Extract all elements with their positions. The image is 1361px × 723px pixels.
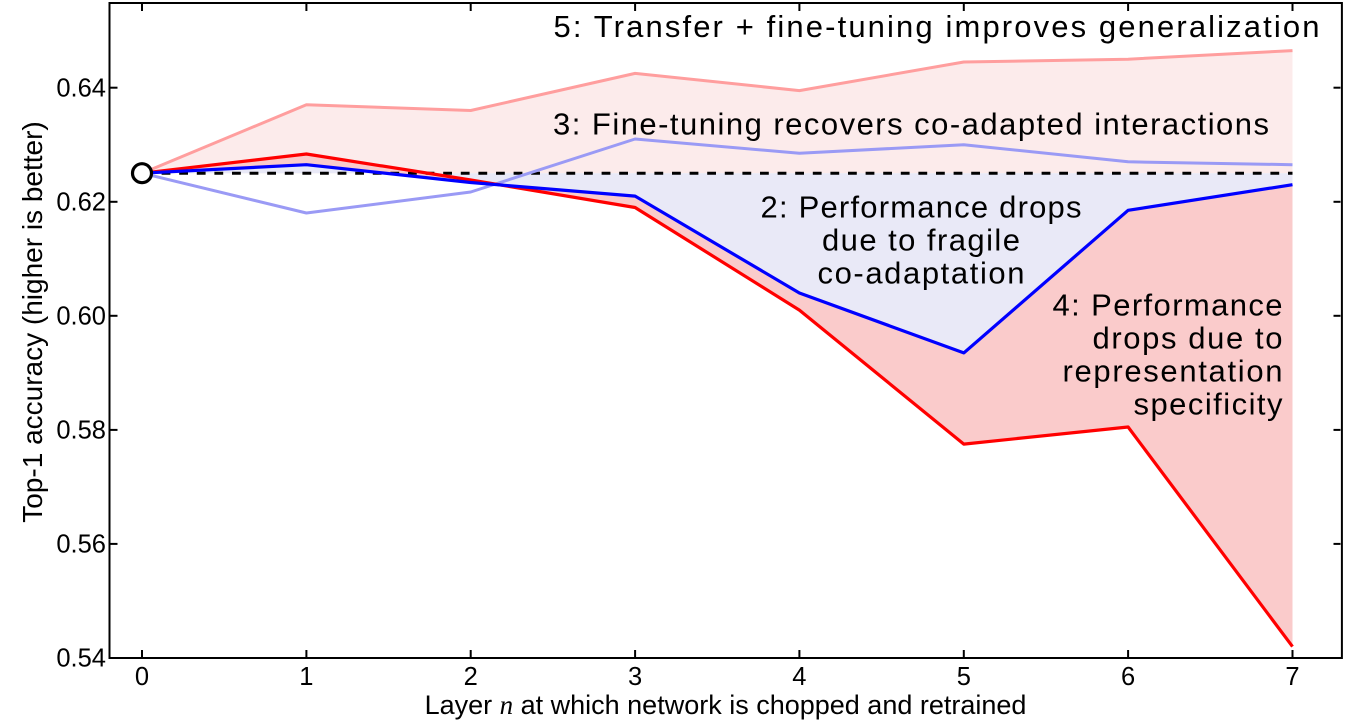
- svg-text:5: 5: [957, 663, 971, 691]
- svg-text:4: Performance: 4: Performance: [1053, 288, 1283, 323]
- svg-text:0.64: 0.64: [56, 74, 106, 102]
- svg-text:specificity: specificity: [1134, 387, 1284, 422]
- svg-text:Layer n at which network is ch: Layer n at which network is chopped and …: [425, 690, 1027, 720]
- svg-text:5: Transfer + fine-tuning impr: 5: Transfer + fine-tuning improves gener…: [554, 9, 1320, 44]
- svg-text:7: 7: [1285, 663, 1299, 691]
- svg-text:2: Performance drops: 2: Performance drops: [761, 189, 1082, 224]
- svg-text:0.54: 0.54: [56, 645, 106, 673]
- svg-text:drops due to: drops due to: [1093, 321, 1283, 356]
- svg-text:4: 4: [792, 663, 806, 691]
- svg-text:0.56: 0.56: [56, 531, 106, 559]
- svg-text:3: Fine-tuning recovers co-ada: 3: Fine-tuning recovers co-adapted inter…: [553, 107, 1269, 142]
- svg-text:3: 3: [628, 663, 642, 691]
- svg-text:0.62: 0.62: [56, 189, 106, 217]
- svg-text:co-adaptation: co-adaptation: [818, 255, 1025, 290]
- svg-text:0.58: 0.58: [56, 417, 106, 445]
- svg-text:2: 2: [464, 663, 478, 691]
- svg-text:representation: representation: [1063, 354, 1283, 389]
- svg-text:1: 1: [299, 663, 313, 691]
- svg-text:0: 0: [135, 663, 149, 691]
- svg-text:Top-1 accuracy (higher is bett: Top-1 accuracy (higher is better): [17, 121, 48, 523]
- svg-text:6: 6: [1121, 663, 1135, 691]
- svg-text:0.60: 0.60: [56, 303, 106, 331]
- svg-text:due to fragile: due to fragile: [822, 222, 1020, 257]
